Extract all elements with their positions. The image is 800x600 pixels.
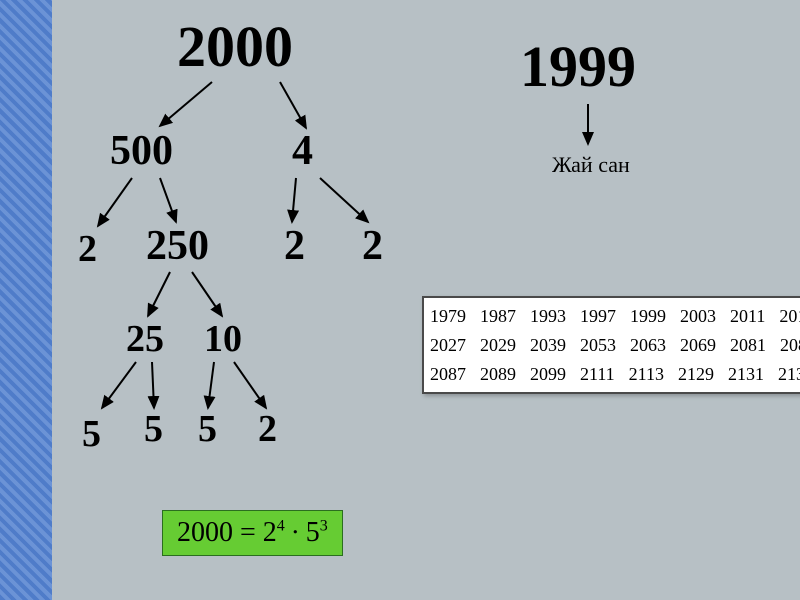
formula-dot: ∙ <box>285 517 306 548</box>
formula-lhs: 2000 <box>177 517 233 548</box>
table-cell: 2087 <box>430 360 466 389</box>
tree-node-2000: 2000 <box>177 18 293 76</box>
table-cell: 1997 <box>580 302 616 331</box>
table-cell: 2137 <box>778 360 800 389</box>
formula-base1: 2 <box>263 517 277 548</box>
tree-node-5c: 5 <box>198 410 217 448</box>
tree-node-2d: 2 <box>258 410 277 448</box>
prime-table: 1979 1987 1993 1997 1999 2003 2011 2017 2027 2029… <box>422 296 800 394</box>
tree-node-5b: 5 <box>144 410 163 448</box>
table-cell: 2089 <box>480 360 516 389</box>
table-cell: 2131 <box>728 360 764 389</box>
table-cell: 2017 <box>779 302 800 331</box>
table-cell: 2113 <box>629 360 664 389</box>
tree-node-2c: 2 <box>362 225 383 267</box>
formula-exp2: 3 <box>320 518 328 535</box>
table-cell: 2003 <box>680 302 716 331</box>
table-cell: 1993 <box>530 302 566 331</box>
table-cell: 2053 <box>580 331 616 360</box>
tree-node-10: 10 <box>204 320 242 358</box>
tree-node-5a: 5 <box>82 415 101 453</box>
table-cell: 2081 <box>730 331 766 360</box>
heading-1999: 1999 <box>520 38 636 96</box>
prime-label: Жай сан <box>552 152 630 178</box>
table-cell: 2029 <box>480 331 516 360</box>
table-cell: 1987 <box>480 302 516 331</box>
table-cell: 2083 <box>780 331 800 360</box>
tree-node-2a: 2 <box>78 230 97 268</box>
table-row: 2027 2029 2039 2053 2063 2069 2081 2083 <box>430 331 800 360</box>
formula-base2: 5 <box>306 517 320 548</box>
side-strip <box>0 0 52 600</box>
tree-node-2b: 2 <box>284 225 305 267</box>
table-cell: 2129 <box>678 360 714 389</box>
table-cell: 2039 <box>530 331 566 360</box>
formula-box: 2000 = 24 ∙ 53 <box>162 510 343 556</box>
formula-exp1: 4 <box>277 518 285 535</box>
table-cell: 1979 <box>430 302 466 331</box>
tree-node-25: 25 <box>126 320 164 358</box>
table-cell: 2099 <box>530 360 566 389</box>
main-area: 2000 500 4 2 250 2 2 25 10 5 5 5 2 1999 … <box>52 0 800 600</box>
tree-node-250: 250 <box>146 225 209 267</box>
table-cell: 2111 <box>580 360 615 389</box>
tree-node-4: 4 <box>292 130 313 172</box>
table-row: 2087 2089 2099 2111 2113 2129 2131 2137 <box>430 360 800 389</box>
formula-eq: = <box>233 517 263 548</box>
table-cell: 2027 <box>430 331 466 360</box>
table-cell: 1999 <box>630 302 666 331</box>
table-row: 1979 1987 1993 1997 1999 2003 2011 2017 <box>430 302 800 331</box>
table-cell: 2063 <box>630 331 666 360</box>
table-cell: 2069 <box>680 331 716 360</box>
tree-node-500: 500 <box>110 130 173 172</box>
table-cell: 2011 <box>730 302 765 331</box>
